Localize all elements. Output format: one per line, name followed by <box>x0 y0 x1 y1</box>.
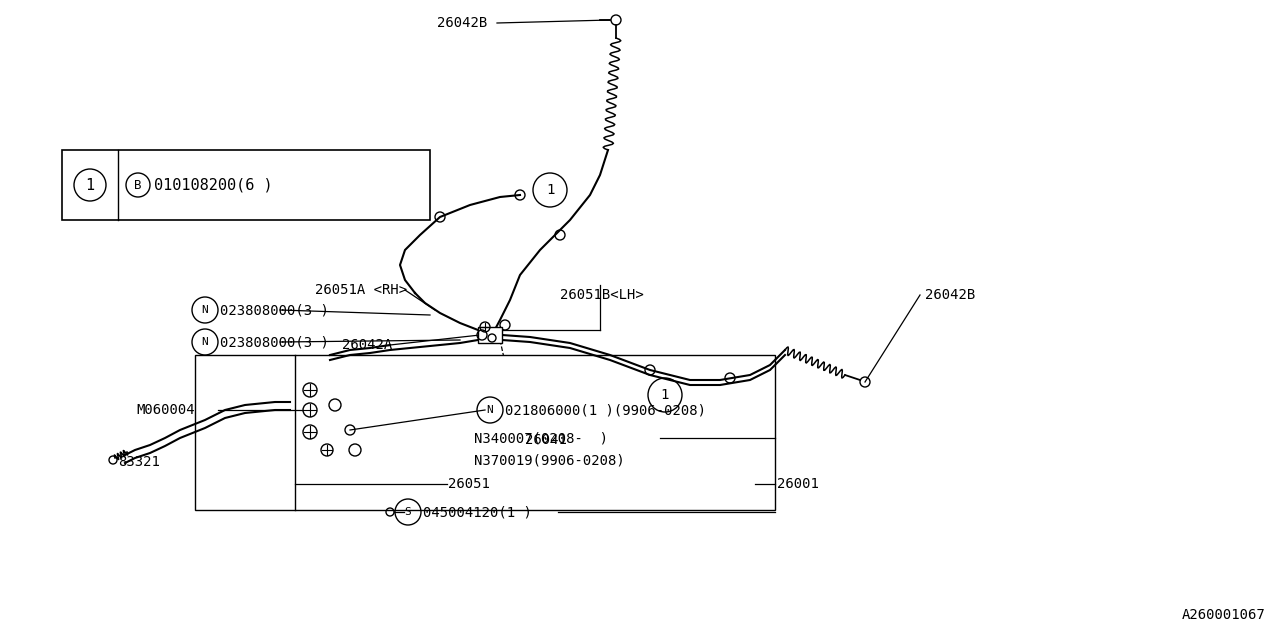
Bar <box>477 327 502 343</box>
Text: 26042B: 26042B <box>436 16 486 30</box>
Text: S: S <box>404 507 411 517</box>
Text: 26041: 26041 <box>525 433 567 447</box>
Text: 83321: 83321 <box>118 455 160 469</box>
Text: N: N <box>486 405 493 415</box>
Text: N370019(9906-0208): N370019(9906-0208) <box>474 453 625 467</box>
Text: A260001067: A260001067 <box>1181 608 1265 622</box>
Text: N: N <box>202 305 209 315</box>
Text: 045004120(1 ): 045004120(1 ) <box>422 505 532 519</box>
Bar <box>61 150 430 220</box>
Text: N: N <box>202 337 209 347</box>
Text: 26001: 26001 <box>777 477 819 491</box>
Text: 1: 1 <box>545 183 554 197</box>
Text: N340007(0208-  ): N340007(0208- ) <box>474 431 608 445</box>
Text: 26051: 26051 <box>448 477 490 491</box>
Text: 26042A: 26042A <box>342 338 392 352</box>
Text: 26051B<LH>: 26051B<LH> <box>561 288 644 302</box>
Text: 010108200(6 ): 010108200(6 ) <box>154 177 273 193</box>
Text: 023808000(3 ): 023808000(3 ) <box>220 335 329 349</box>
Text: 26042B: 26042B <box>925 288 975 302</box>
Text: 023808000(3 ): 023808000(3 ) <box>220 303 329 317</box>
Text: M060004: M060004 <box>136 403 195 417</box>
Text: 26051A <RH>: 26051A <RH> <box>315 283 407 297</box>
Text: 1: 1 <box>660 388 669 402</box>
Text: 021806000(1 )(9906-0208): 021806000(1 )(9906-0208) <box>506 403 707 417</box>
Text: 1: 1 <box>86 177 95 193</box>
Bar <box>195 355 774 510</box>
Text: B: B <box>134 179 142 191</box>
